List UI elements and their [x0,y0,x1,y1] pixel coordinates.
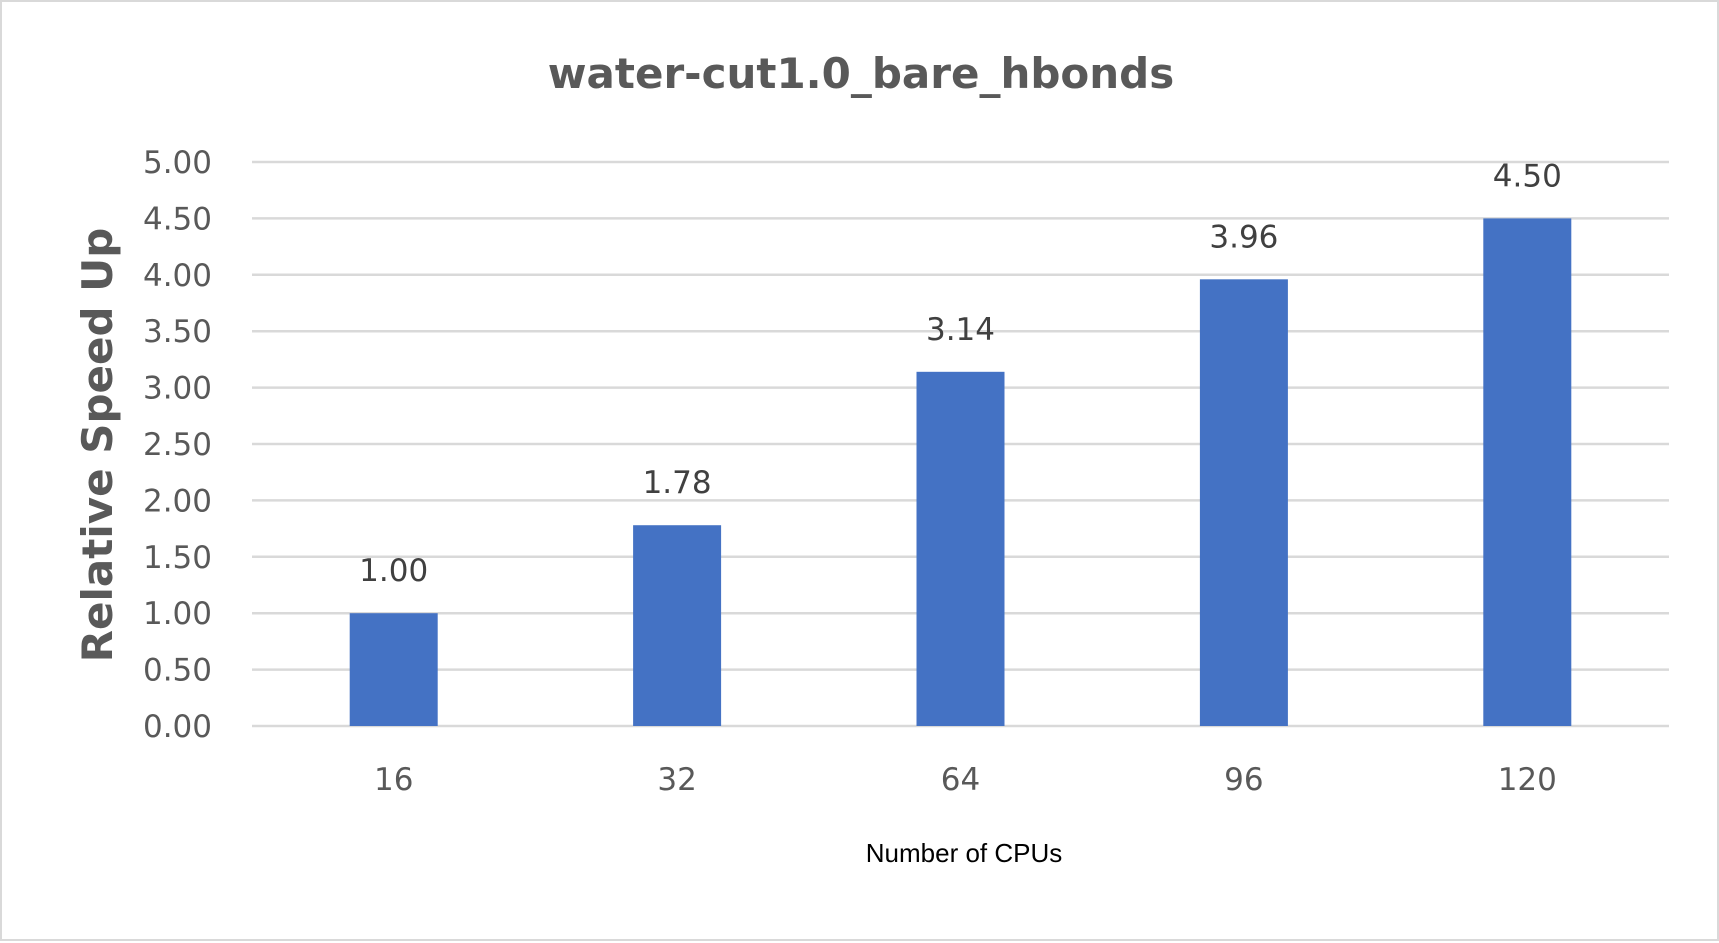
data-labels: 1.00 1.78 3.14 3.96 4.50 [359,158,1562,589]
bar-16 [349,613,438,726]
data-label: 3.14 [926,312,995,348]
bar-96 [1199,279,1288,726]
bar-64 [916,371,1005,726]
x-tick-label: 64 [941,762,980,798]
data-label: 1.78 [643,465,712,501]
y-tick-label: 4.50 [143,201,212,237]
x-tick-label: 120 [1498,762,1557,798]
y-axis-title: Relative Speed Up [73,228,122,663]
y-tick-label: 1.00 [143,596,212,632]
bar-120 [1483,218,1572,726]
y-tick-label: 2.50 [143,427,212,463]
y-axis-ticks: 0.00 0.50 1.00 1.50 2.00 2.50 3.00 3.50 4.00 4.50… [143,145,212,745]
data-label: 3.96 [1209,219,1278,255]
data-label: 4.50 [1493,158,1562,194]
y-tick-label: 1.50 [143,540,212,576]
x-axis-ticks: 16 32 64 96 120 [374,762,1557,798]
x-tick-label: 96 [1224,762,1263,798]
y-tick-label: 0.00 [143,709,212,745]
bars [349,218,1572,726]
y-tick-label: 3.50 [143,314,212,350]
y-tick-label: 4.00 [143,258,212,294]
bar-32 [633,525,722,726]
y-tick-label: 3.00 [143,371,212,407]
data-label: 1.00 [359,553,428,589]
x-tick-label: 32 [657,762,696,798]
x-axis-title: Number of CPUs [866,838,1063,868]
y-tick-label: 0.50 [143,653,212,689]
x-tick-label: 16 [374,762,413,798]
y-tick-label: 5.00 [143,145,212,181]
y-tick-label: 2.00 [143,483,212,519]
chart-title: water-cut1.0_bare_hbonds [548,49,1175,98]
